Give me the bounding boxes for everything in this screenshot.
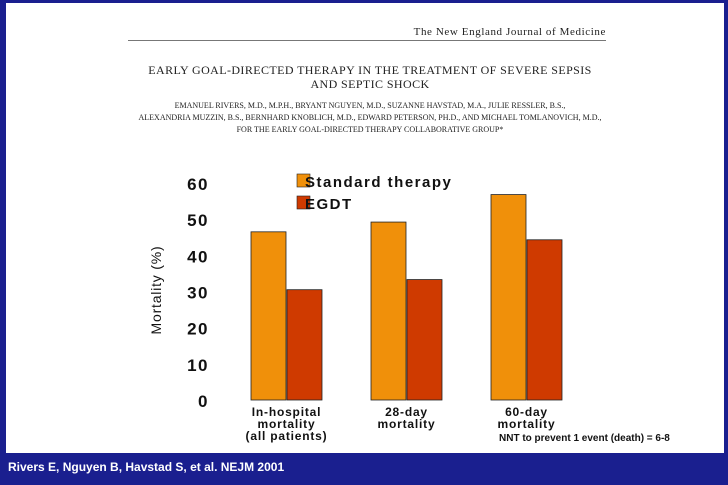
legend-label-egdt: EGDT <box>305 196 353 213</box>
bar-egdt <box>286 289 323 401</box>
x-category-label: 60-day <box>505 405 548 419</box>
authors-line-1: EMANUEL RIVERS, M.D., M.P.H., BRYANT NGU… <box>174 101 566 110</box>
y-tick-label: 60 <box>187 175 209 194</box>
bar-standard-therapy <box>250 231 287 401</box>
y-tick-label: 20 <box>187 320 209 339</box>
paper-title-line-1: EARLY GOAL-DIRECTED THERAPY IN THE TREAT… <box>148 63 592 77</box>
top-border <box>0 0 728 3</box>
journal-name: The New England Journal of Medicine <box>413 26 606 38</box>
legend-label-standard-therapy: Standard therapy <box>305 174 452 191</box>
x-category-label: mortality <box>378 417 436 431</box>
journal-rule <box>128 40 606 41</box>
bar-egdt <box>406 279 443 401</box>
y-tick-label: 40 <box>187 247 209 266</box>
left-border <box>0 0 6 485</box>
y-tick-label: 30 <box>187 284 209 303</box>
legend-swatch-egdt <box>296 195 311 210</box>
y-tick-label: 0 <box>198 392 209 411</box>
paper-title-line-2: AND SEPTIC SHOCK <box>310 77 430 91</box>
citation: Rivers E, Nguyen B, Havstad S, et al. NE… <box>8 460 285 474</box>
x-category-label: mortality <box>258 417 316 431</box>
y-tick-label: 50 <box>187 211 209 230</box>
footer-band <box>0 453 728 485</box>
nnt-annotation: NNT to prevent 1 event (death) = 6-8 <box>499 433 670 444</box>
bar-egdt <box>526 239 563 401</box>
paper-title: EARLY GOAL-DIRECTED THERAPY IN THE TREAT… <box>110 63 630 91</box>
bar-standard-therapy <box>490 194 527 401</box>
authors-line-2: ALEXANDRIA MUZZIN, B.S., BERNHARD KNOBLI… <box>138 113 602 122</box>
x-category-label: mortality <box>498 417 556 431</box>
x-category-label: (all patients) <box>246 429 328 443</box>
y-tick-label: 10 <box>187 356 209 375</box>
x-category-label: In-hospital <box>252 405 321 419</box>
right-border <box>724 0 728 485</box>
y-axis-label: Mortality (%) <box>148 246 164 335</box>
x-category-label: 28-day <box>385 405 428 419</box>
authors-line-3: FOR THE EARLY GOAL-DIRECTED THERAPY COLL… <box>236 125 504 134</box>
bar-standard-therapy <box>370 221 407 401</box>
legend-swatch-standard-therapy <box>296 173 311 188</box>
paper-authors: EMANUEL RIVERS, M.D., M.P.H., BRYANT NGU… <box>100 100 640 136</box>
